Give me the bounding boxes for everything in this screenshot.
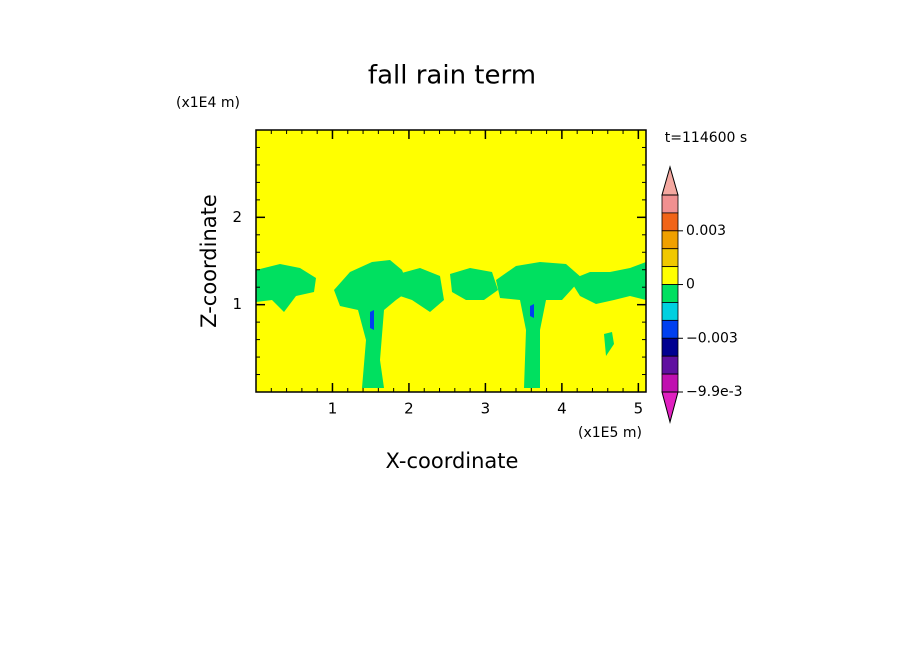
colorbar-label: 0 <box>686 277 695 293</box>
colorbar-band <box>661 319 679 339</box>
contour-region <box>530 304 534 318</box>
x-tick-label: 3 <box>481 400 491 418</box>
contour-region <box>570 262 646 304</box>
x-tick-label: 5 <box>634 400 644 418</box>
colorbar-label: −9.9e-3 <box>686 384 743 400</box>
x-tick-label: 2 <box>404 400 414 418</box>
chart-title: fall rain term <box>368 61 536 91</box>
x-axis-title: X-coordinate <box>386 449 519 473</box>
y-tick-label: 1 <box>232 295 242 313</box>
contour-region <box>450 268 498 300</box>
colorbar-label: 0.003 <box>686 223 726 239</box>
colorbar-band <box>661 337 679 357</box>
colorbar-band <box>661 284 679 303</box>
contour-region <box>496 262 582 388</box>
colorbar-band <box>661 230 679 250</box>
colorbar-band <box>661 355 679 375</box>
colorbar-band <box>661 194 679 214</box>
x-tick-label: 4 <box>557 400 567 418</box>
time-label: t=114600 s <box>665 130 747 146</box>
contour-region <box>604 332 614 356</box>
y-axis-title: Z-coordinate <box>197 194 221 328</box>
colorbar-label: −0.003 <box>686 330 738 346</box>
colorbar-band <box>661 212 679 232</box>
contour-region <box>256 264 316 312</box>
contour-region <box>370 310 374 330</box>
colorbar-over <box>661 165 679 196</box>
x-tick-label: 1 <box>328 400 338 418</box>
colorbar-under <box>661 391 679 424</box>
y-tick-label: 2 <box>232 208 242 226</box>
plot-frame <box>255 129 647 393</box>
colorbar-band <box>661 266 679 285</box>
colorbar-band <box>661 302 679 321</box>
x-unit: (x1E5 m) <box>578 425 642 441</box>
colorbar-band <box>661 373 679 393</box>
y-unit: (x1E4 m) <box>176 95 240 111</box>
colorbar-band <box>661 248 679 268</box>
contour-region <box>398 268 444 312</box>
field-background <box>256 130 646 392</box>
